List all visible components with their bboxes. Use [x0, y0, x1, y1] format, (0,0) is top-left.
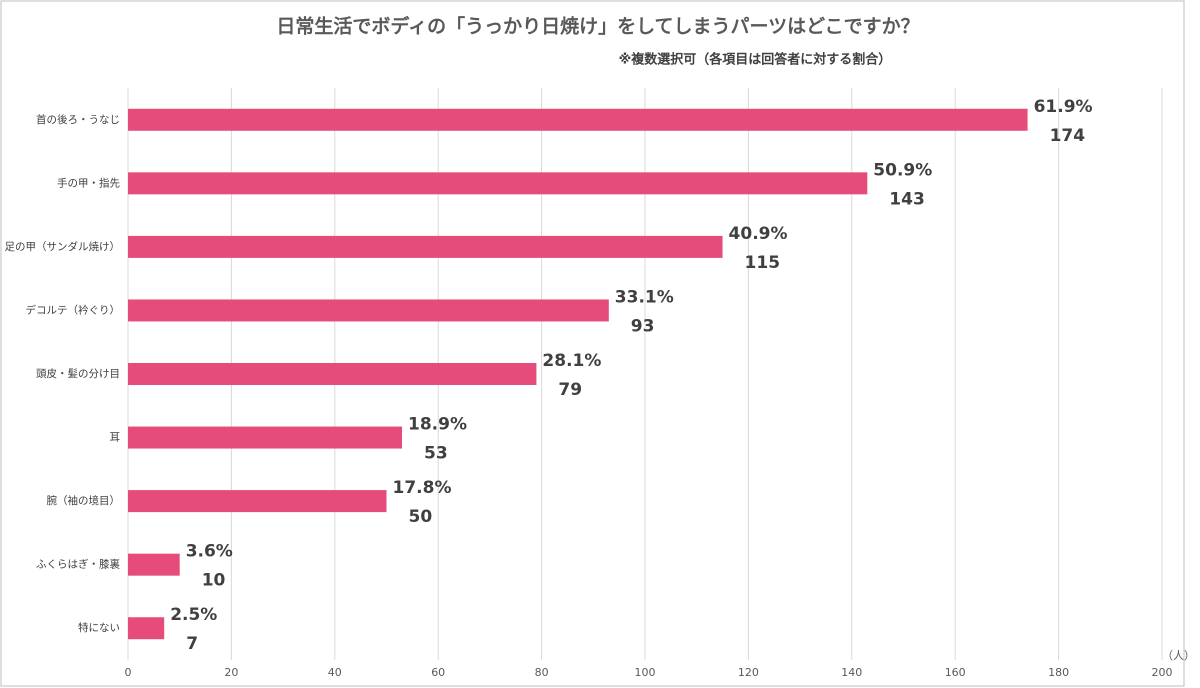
- bar: [128, 108, 1028, 131]
- value-label: 53: [424, 444, 448, 464]
- y-tick-label: 腕（袖の境目）: [47, 494, 121, 507]
- bar: [128, 363, 537, 385]
- y-tick-label: 首の後ろ・うなじ: [36, 113, 120, 126]
- percent-label: 2.5%: [170, 605, 217, 625]
- value-label: 93: [631, 316, 655, 336]
- bar: [128, 617, 165, 640]
- value-label: 10: [202, 571, 226, 591]
- x-unit-label: （人）: [1162, 649, 1195, 662]
- y-tick-label: ふくらはぎ・膝裏: [36, 558, 120, 571]
- x-tick-label: 0: [125, 666, 132, 679]
- percent-label: 3.6%: [186, 542, 233, 562]
- y-tick-label: デコルテ（衿ぐり）: [26, 303, 121, 316]
- x-tick-label: 200: [1152, 666, 1173, 679]
- percent-label: 33.1%: [615, 287, 674, 307]
- y-tick-label: 特にない: [78, 622, 120, 634]
- x-tick-label: 180: [1048, 666, 1069, 679]
- value-label: 50: [409, 507, 433, 527]
- y-tick-label: 耳: [110, 432, 121, 444]
- bar: [128, 299, 609, 322]
- x-tick-label: 140: [841, 666, 862, 679]
- bar: [128, 426, 403, 449]
- percent-label: 61.9%: [1034, 97, 1093, 117]
- x-tick-label: 40: [328, 666, 342, 679]
- bar: [128, 172, 868, 195]
- value-label: 7: [186, 634, 198, 654]
- percent-label: 18.9%: [408, 415, 467, 435]
- value-label: 115: [745, 253, 781, 273]
- chart-subtitle: ※複数選択可（各項目は回答者に対する割合）: [619, 52, 892, 68]
- bar: [128, 490, 387, 513]
- value-label: 174: [1050, 126, 1086, 146]
- value-label: 143: [889, 189, 925, 209]
- bar: [128, 553, 180, 576]
- percent-label: 17.8%: [393, 478, 452, 498]
- x-tick-label: 60: [431, 666, 445, 679]
- y-tick-label: 頭皮・髪の分け目: [36, 367, 120, 380]
- x-tick-label: 100: [635, 666, 656, 679]
- x-tick-label: 160: [945, 666, 966, 679]
- chart-title: 日常生活でボディの「うっかり日焼け」をしてしまうパーツはどこですか？: [276, 15, 919, 38]
- value-label: 79: [558, 380, 582, 400]
- y-tick-label: 足の甲（サンダル焼け）: [5, 240, 121, 253]
- x-tick-label: 20: [224, 666, 238, 679]
- y-tick-label: 手の甲・指先: [57, 176, 120, 189]
- percent-label: 50.9%: [873, 160, 932, 180]
- x-tick-label: 120: [738, 666, 759, 679]
- percent-label: 40.9%: [729, 224, 788, 244]
- bar: [128, 235, 723, 258]
- x-tick-label: 80: [535, 666, 549, 679]
- percent-label: 28.1%: [542, 351, 601, 371]
